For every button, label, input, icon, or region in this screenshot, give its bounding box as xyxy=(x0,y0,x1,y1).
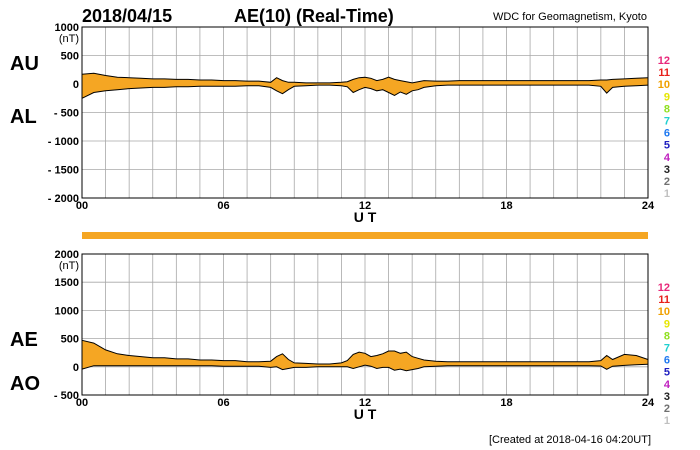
x-axis-label: U T xyxy=(354,209,377,225)
series-line-al xyxy=(81,84,649,99)
station-count-label: 1 xyxy=(664,415,670,427)
station-count-label: 5 xyxy=(664,140,670,152)
station-count-label: 12 xyxy=(658,55,670,67)
station-count-label: 3 xyxy=(664,391,670,403)
station-count-label: 9 xyxy=(664,91,670,103)
y-tick-label: 0 xyxy=(73,79,79,91)
y-tick-label: - 500 xyxy=(54,390,79,402)
data-coverage-bar xyxy=(82,232,648,239)
y-tick-label: - 1500 xyxy=(48,165,79,177)
y-tick-label: 0 xyxy=(73,362,79,374)
y-unit-label: (nT) xyxy=(59,33,79,45)
y-tick-label: 500 xyxy=(61,51,79,63)
creation-timestamp: [Created at 2018-04-16 04:20UT] xyxy=(489,434,651,446)
series-label-ae: AE xyxy=(10,329,38,351)
chart-date: 2018/04/15 xyxy=(82,6,172,26)
y-tick-label: - 500 xyxy=(54,108,79,120)
station-count-label: 6 xyxy=(664,355,670,367)
band-fill-au-al xyxy=(82,73,648,99)
series-line-au xyxy=(81,72,649,84)
series-label-au: AU xyxy=(10,53,39,75)
y-tick-label: 1000 xyxy=(55,305,79,317)
y-tick-label: 1000 xyxy=(55,22,79,34)
station-count-label: 1 xyxy=(664,188,670,200)
y-tick-label: - 2000 xyxy=(48,193,79,205)
station-count-label: 8 xyxy=(664,103,670,115)
station-count-label: 9 xyxy=(664,318,670,330)
station-count-label: 4 xyxy=(664,379,671,391)
station-count-label: 7 xyxy=(664,343,670,355)
station-count-label: 5 xyxy=(664,367,670,379)
series-line-ao xyxy=(81,363,649,372)
x-tick-label: 12 xyxy=(359,200,371,212)
x-axis-label: U T xyxy=(354,406,377,422)
x-tick-label: 18 xyxy=(500,397,512,409)
station-count-label: 2 xyxy=(664,176,670,188)
station-count-label: 6 xyxy=(664,128,670,140)
band-fill-ae-ao xyxy=(82,340,648,371)
x-tick-label: 18 xyxy=(500,200,512,212)
station-count-label: 8 xyxy=(664,330,670,342)
series-label-ao: AO xyxy=(10,373,40,395)
x-tick-label: 24 xyxy=(642,397,655,409)
x-tick-label: 12 xyxy=(359,397,371,409)
x-tick-label: 24 xyxy=(642,200,655,212)
station-count-label: 7 xyxy=(664,116,670,128)
x-tick-label: 06 xyxy=(217,200,229,212)
plot-frame-0 xyxy=(81,26,649,199)
chart-title: AE(10) (Real-Time) xyxy=(234,6,394,26)
y-unit-label: (nT) xyxy=(59,260,79,272)
station-count-label: 11 xyxy=(658,67,670,79)
y-tick-label: 500 xyxy=(61,334,79,346)
station-count-label: 3 xyxy=(664,164,670,176)
series-line-ae xyxy=(81,339,649,365)
station-count-label: 10 xyxy=(658,79,670,91)
x-tick-label: 00 xyxy=(76,397,88,409)
station-count-label: 2 xyxy=(664,403,670,415)
y-tick-label: - 1000 xyxy=(48,136,79,148)
station-count-label: 12 xyxy=(658,282,670,294)
y-tick-label: 2000 xyxy=(55,249,79,261)
y-tick-label: 1500 xyxy=(55,277,79,289)
plot-frame-1 xyxy=(81,253,649,396)
x-tick-label: 06 xyxy=(217,397,229,409)
series-label-al: AL xyxy=(10,106,37,128)
station-count-label: 4 xyxy=(664,152,671,164)
data-source: WDC for Geomagnetism, Kyoto xyxy=(493,11,647,23)
x-tick-label: 00 xyxy=(76,200,88,212)
station-count-label: 11 xyxy=(658,294,670,306)
station-count-label: 10 xyxy=(658,306,670,318)
